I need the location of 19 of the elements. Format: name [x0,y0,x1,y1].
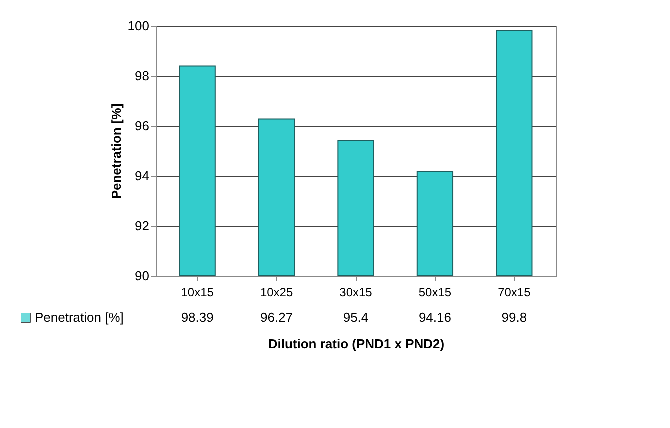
data-label: 98.39 [181,310,214,325]
data-label: 96.27 [260,310,294,325]
x-tick-label: 50x15 [418,286,452,300]
y-tick-label: 94 [135,168,150,184]
y-axis-title: Penetration [%] [108,104,124,200]
x-tick-label: 10x15 [181,286,214,300]
x-tick-label: 10x25 [260,286,294,300]
y-tick-label: 92 [135,218,150,234]
y-tick-label: 98 [135,68,150,84]
x-tick-label: 70x15 [498,286,532,300]
x-axis-title: Dilution ratio (PND1 x PND2) [268,336,445,352]
data-label: 94.16 [418,310,452,325]
data-label: 99.8 [502,310,528,325]
y-tick-label: 100 [128,18,150,34]
y-tick-label: 90 [135,268,150,284]
data-label: 95.4 [343,310,369,325]
y-tick-label: 96 [135,118,150,134]
x-tick-label: 30x15 [340,286,373,300]
legend-label: Penetration [%] [35,310,124,325]
